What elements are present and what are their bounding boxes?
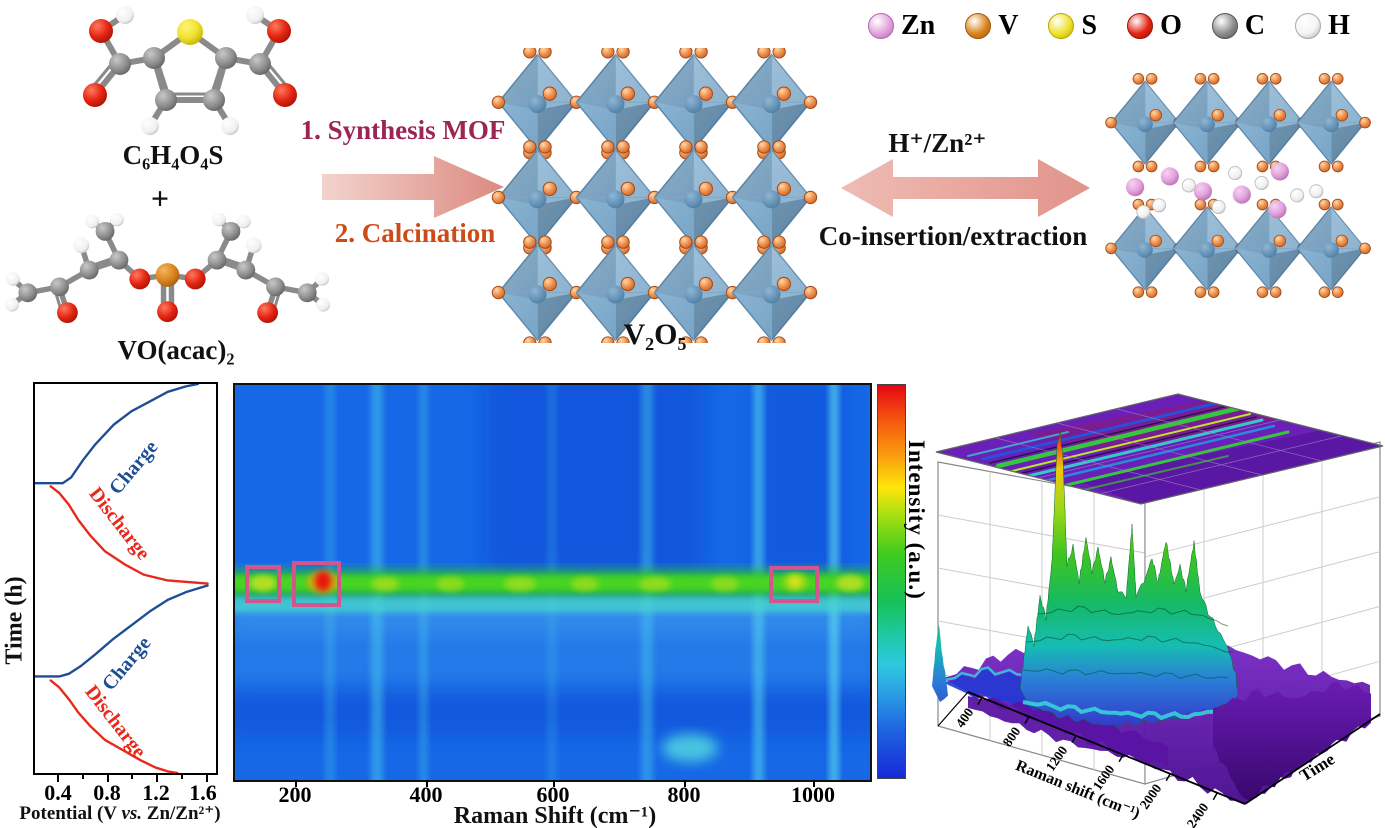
cyan-blob bbox=[662, 734, 718, 762]
synthesis-arrow-icon bbox=[322, 156, 504, 218]
legend-item-zn: Zn bbox=[868, 10, 935, 42]
raman-tick bbox=[684, 780, 686, 787]
legend-label-zn: Zn bbox=[901, 10, 936, 41]
reactant1-molecule bbox=[83, 6, 297, 135]
raman-shift-axis bbox=[967, 691, 1246, 805]
discharge-curve bbox=[49, 679, 179, 775]
step2-label: 2. Calcination bbox=[334, 218, 496, 248]
gcd-curves bbox=[33, 382, 209, 775]
colorbar-label: Intensity (a.u.) bbox=[904, 440, 929, 600]
highlight-box bbox=[769, 566, 819, 603]
3d-axis-tick bbox=[1071, 735, 1077, 744]
h-sphere-icon bbox=[1295, 13, 1322, 39]
green-mountains bbox=[1019, 430, 1239, 728]
3d-axis-tick bbox=[1212, 792, 1218, 801]
process-label: Co-insertion/extraction bbox=[818, 221, 1088, 251]
atom-legend: Zn V S O C H bbox=[868, 10, 1350, 42]
ions-label: H⁺/Zn²⁺ bbox=[888, 128, 987, 158]
time-axis bbox=[1244, 713, 1381, 805]
gcd-tick bbox=[57, 775, 59, 782]
raman-x-axis-label: Raman Shift (cm⁻¹) bbox=[453, 803, 657, 828]
legend-label-v: V bbox=[998, 10, 1019, 41]
contour-line bbox=[1022, 668, 1229, 679]
o-sphere-icon bbox=[1127, 13, 1154, 39]
legend-label-o: O bbox=[1160, 10, 1182, 41]
raman-tick-label: 800 bbox=[667, 782, 701, 807]
plus-sign: + bbox=[150, 180, 170, 216]
s-sphere-icon bbox=[1048, 13, 1075, 39]
charge-curve bbox=[33, 382, 200, 485]
raman-heatmap bbox=[225, 365, 880, 800]
intercalated-h-atoms bbox=[1136, 166, 1324, 220]
gcd-tick-label: 1.6 bbox=[189, 780, 217, 805]
legend-label-c: C bbox=[1244, 10, 1266, 41]
legend-label-s: S bbox=[1081, 10, 1098, 41]
zn-sphere-icon bbox=[868, 13, 894, 39]
intercalated-zn-atoms bbox=[1125, 162, 1289, 219]
hotspot bbox=[315, 571, 331, 591]
gcd-plot-area: Charge Discharge Charge Discharge bbox=[33, 382, 218, 775]
discharge-curve bbox=[49, 485, 209, 585]
raman-tick bbox=[426, 780, 428, 787]
highlight-box bbox=[245, 565, 281, 603]
intensity-colorbar bbox=[877, 384, 906, 779]
3d-axis-tick bbox=[1118, 754, 1124, 763]
product-label: V₂O₅ bbox=[623, 318, 687, 351]
gcd-tick bbox=[206, 775, 208, 782]
gcd-tick bbox=[156, 775, 158, 782]
legend-item-c: C bbox=[1211, 10, 1266, 42]
v-sphere-icon bbox=[965, 13, 992, 39]
raman-tick-label: 1000 bbox=[791, 782, 835, 807]
gcd-y-axis-label: Time (h) bbox=[1, 575, 28, 665]
legend-item-s: S bbox=[1048, 10, 1097, 42]
gcd-tick-label: 1.2 bbox=[142, 780, 170, 805]
gcd-tick bbox=[107, 775, 109, 782]
contour-line bbox=[1037, 605, 1229, 627]
legend-item-o: O bbox=[1127, 10, 1182, 42]
gcd-tick-label: 0.4 bbox=[44, 780, 72, 805]
gcd-minor-tick bbox=[181, 775, 183, 779]
cyan-base bbox=[1022, 700, 1234, 721]
step1-label: 1. Synthesis MOF bbox=[300, 115, 506, 145]
raman-tick bbox=[553, 780, 555, 787]
highlight-box bbox=[292, 561, 341, 607]
reactant2-label: VO(acac)₂ bbox=[117, 335, 235, 365]
raman-tick bbox=[295, 780, 297, 787]
legend-label-h: H bbox=[1328, 10, 1350, 41]
v2o5-structure bbox=[491, 48, 818, 343]
gcd-tick-label: 0.8 bbox=[93, 780, 121, 805]
raman-tick-label: 200 bbox=[278, 782, 312, 807]
insertion-extraction-arrow-icon bbox=[841, 159, 1090, 217]
legend-item-h: H bbox=[1295, 10, 1350, 42]
raman-tick bbox=[813, 780, 815, 787]
contour-line bbox=[1025, 633, 1233, 653]
highlight-boxes bbox=[245, 561, 819, 607]
gcd-x-axis-label: Potential (V vs. Zn/Zn²⁺) bbox=[19, 803, 221, 824]
3d-axis-tick bbox=[977, 697, 983, 705]
charge-curve bbox=[33, 584, 209, 678]
3d-axis-tick bbox=[1165, 773, 1171, 782]
intercalated-structure bbox=[1105, 73, 1372, 298]
reactant1-label: C₆H₄O₄S bbox=[122, 140, 224, 170]
gcd-minor-tick bbox=[131, 775, 133, 779]
purple-front-right bbox=[1213, 681, 1371, 801]
left-edge-spike bbox=[932, 624, 948, 702]
legend-item-v: V bbox=[965, 10, 1018, 42]
raman-heatmap-canvas bbox=[225, 365, 880, 800]
c-sphere-icon bbox=[1211, 13, 1238, 39]
reactant2-molecule bbox=[4, 213, 331, 324]
3d-axis-tick bbox=[1024, 716, 1030, 725]
gcd-minor-tick bbox=[82, 775, 84, 779]
raman-tick-label: 600 bbox=[536, 782, 570, 807]
3d-tick-label: 2400 bbox=[1184, 800, 1212, 828]
raman-tick-label: 400 bbox=[409, 782, 443, 807]
raman-3d-plot: 400 800 1200 1600 2000 2400 Raman shift … bbox=[932, 393, 1384, 828]
